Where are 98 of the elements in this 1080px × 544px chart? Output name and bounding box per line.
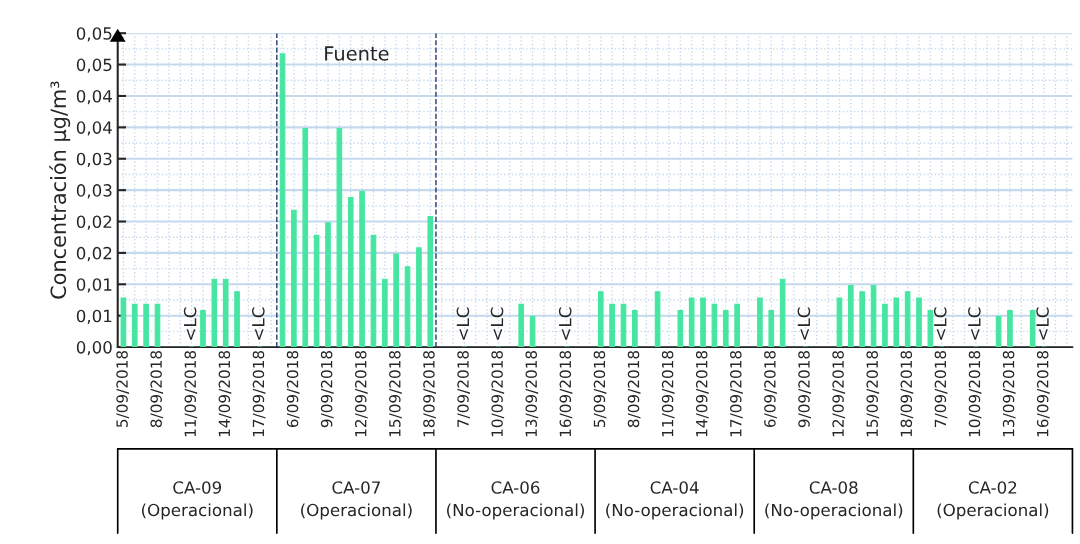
data-label: <LC <box>558 307 572 340</box>
bar <box>200 310 206 348</box>
x-tick-label: 14/09/2018 <box>218 350 232 437</box>
bar <box>381 278 388 348</box>
x-tick-label: 15/09/2018 <box>866 350 880 437</box>
y-tick-label: 0,04 <box>76 121 112 136</box>
bar <box>325 222 331 348</box>
y-tick-label: 0,00 <box>76 341 112 356</box>
bar <box>347 197 354 348</box>
bar <box>1007 310 1013 348</box>
bar <box>654 291 661 348</box>
text: CA-08 (No-operacional) <box>765 481 903 520</box>
x-tick-label: 16/09/2018 <box>559 350 573 437</box>
data-label: <LC <box>183 307 197 340</box>
bar <box>143 303 149 348</box>
bar <box>927 310 934 348</box>
bar <box>416 247 422 348</box>
x-tick-label: 12/09/2018 <box>354 350 368 437</box>
bar <box>393 253 400 348</box>
y-tick-label: 0,04 <box>76 89 112 105</box>
x-tick-label: 7/09/2018 <box>457 350 471 427</box>
x-tick-label: 10/09/2018 <box>491 350 505 437</box>
bar <box>211 278 218 348</box>
bar <box>893 297 900 348</box>
x-tick-label: 12/09/2018 <box>832 350 846 437</box>
bar <box>427 215 434 348</box>
bar <box>722 310 729 348</box>
bar <box>779 278 786 348</box>
x-tick-label: 8/09/2018 <box>150 350 164 428</box>
bar <box>1029 310 1036 348</box>
data-label: <LC <box>490 307 504 340</box>
bar <box>847 284 854 348</box>
x-tick-label: 9/09/2018 <box>320 350 334 428</box>
bar <box>222 278 229 348</box>
text: CA-09 (Operacional) <box>142 481 253 520</box>
bar <box>757 297 763 348</box>
x-tick-label: 11/09/2018 <box>661 350 675 437</box>
bar <box>131 303 138 348</box>
bar <box>768 310 775 348</box>
bar <box>916 297 922 348</box>
x-tick-label: 6/09/2018 <box>286 350 300 428</box>
y-tick-label: 0,01 <box>76 309 112 324</box>
text: CA-02 (Operacional) <box>937 481 1049 520</box>
text: CA-07 (Operacional) <box>301 481 412 520</box>
x-tick-label: 10/09/2018 <box>968 350 982 437</box>
bar <box>882 303 888 348</box>
y-tick-label: 0,01 <box>76 278 112 293</box>
bar <box>904 291 911 348</box>
bar <box>120 297 127 348</box>
x-tick-label: 5/09/2018 <box>593 350 607 428</box>
x-tick-label: 6/09/2018 <box>764 350 777 428</box>
x-tick-label: 18/09/2018 <box>900 350 914 437</box>
bar <box>688 297 695 348</box>
x-tick-label: 17/09/2018 <box>252 350 266 437</box>
x-tick-label: 13/09/2018 <box>525 350 539 437</box>
x-tick-label: 16/09/2018 <box>1036 350 1050 437</box>
bar <box>359 190 365 348</box>
bar <box>234 291 240 348</box>
y-tick-label: 0,03 <box>76 152 112 168</box>
bar <box>313 234 320 348</box>
data-label: <LC <box>252 307 265 340</box>
text: CA-06 (No-operacional) <box>447 481 584 520</box>
annotation: Fuente <box>325 46 389 61</box>
x-tick-label: 17/09/2018 <box>730 350 743 437</box>
bar <box>836 297 843 348</box>
y-tick-label: 0,05 <box>76 58 112 73</box>
x-tick-label: 13/09/2018 <box>1002 350 1016 437</box>
bar <box>711 303 718 348</box>
x-tick-label: 7/09/2018 <box>934 350 948 427</box>
bar <box>677 310 684 348</box>
y-tick-label: 0,02 <box>76 215 112 230</box>
bar <box>518 303 525 348</box>
y-tick-label: 0,05 <box>76 27 112 42</box>
bar <box>609 303 615 348</box>
data-label: <LC <box>797 307 811 340</box>
data-label: <LC <box>933 307 947 340</box>
data-label: <LC <box>456 307 470 340</box>
bar <box>291 209 297 348</box>
bar <box>336 128 343 348</box>
x-tick-label: 9/09/2018 <box>798 350 811 428</box>
data-label: <LC <box>968 307 981 340</box>
bar <box>700 297 706 348</box>
x-tick-label: 11/09/2018 <box>184 350 198 437</box>
x-tick-label: 18/09/2018 <box>423 350 436 437</box>
x-tick-label: 15/09/2018 <box>389 350 402 437</box>
y-tick-label: 0,03 <box>76 184 112 199</box>
bar <box>859 291 866 348</box>
y-axis-title: Concentración µg/m³ <box>49 81 71 299</box>
x-tick-label: 5/09/2018 <box>116 350 130 428</box>
x-tick-label: 14/09/2018 <box>695 350 709 437</box>
data-label: <LC <box>1036 307 1049 340</box>
y-tick-label: 0,02 <box>76 246 112 262</box>
bar <box>734 303 740 348</box>
text: CA-04 (No-operacional) <box>606 481 744 520</box>
bar <box>632 310 638 348</box>
bar <box>597 291 604 348</box>
x-tick-label: 8/09/2018 <box>627 350 641 428</box>
bar <box>302 128 309 348</box>
